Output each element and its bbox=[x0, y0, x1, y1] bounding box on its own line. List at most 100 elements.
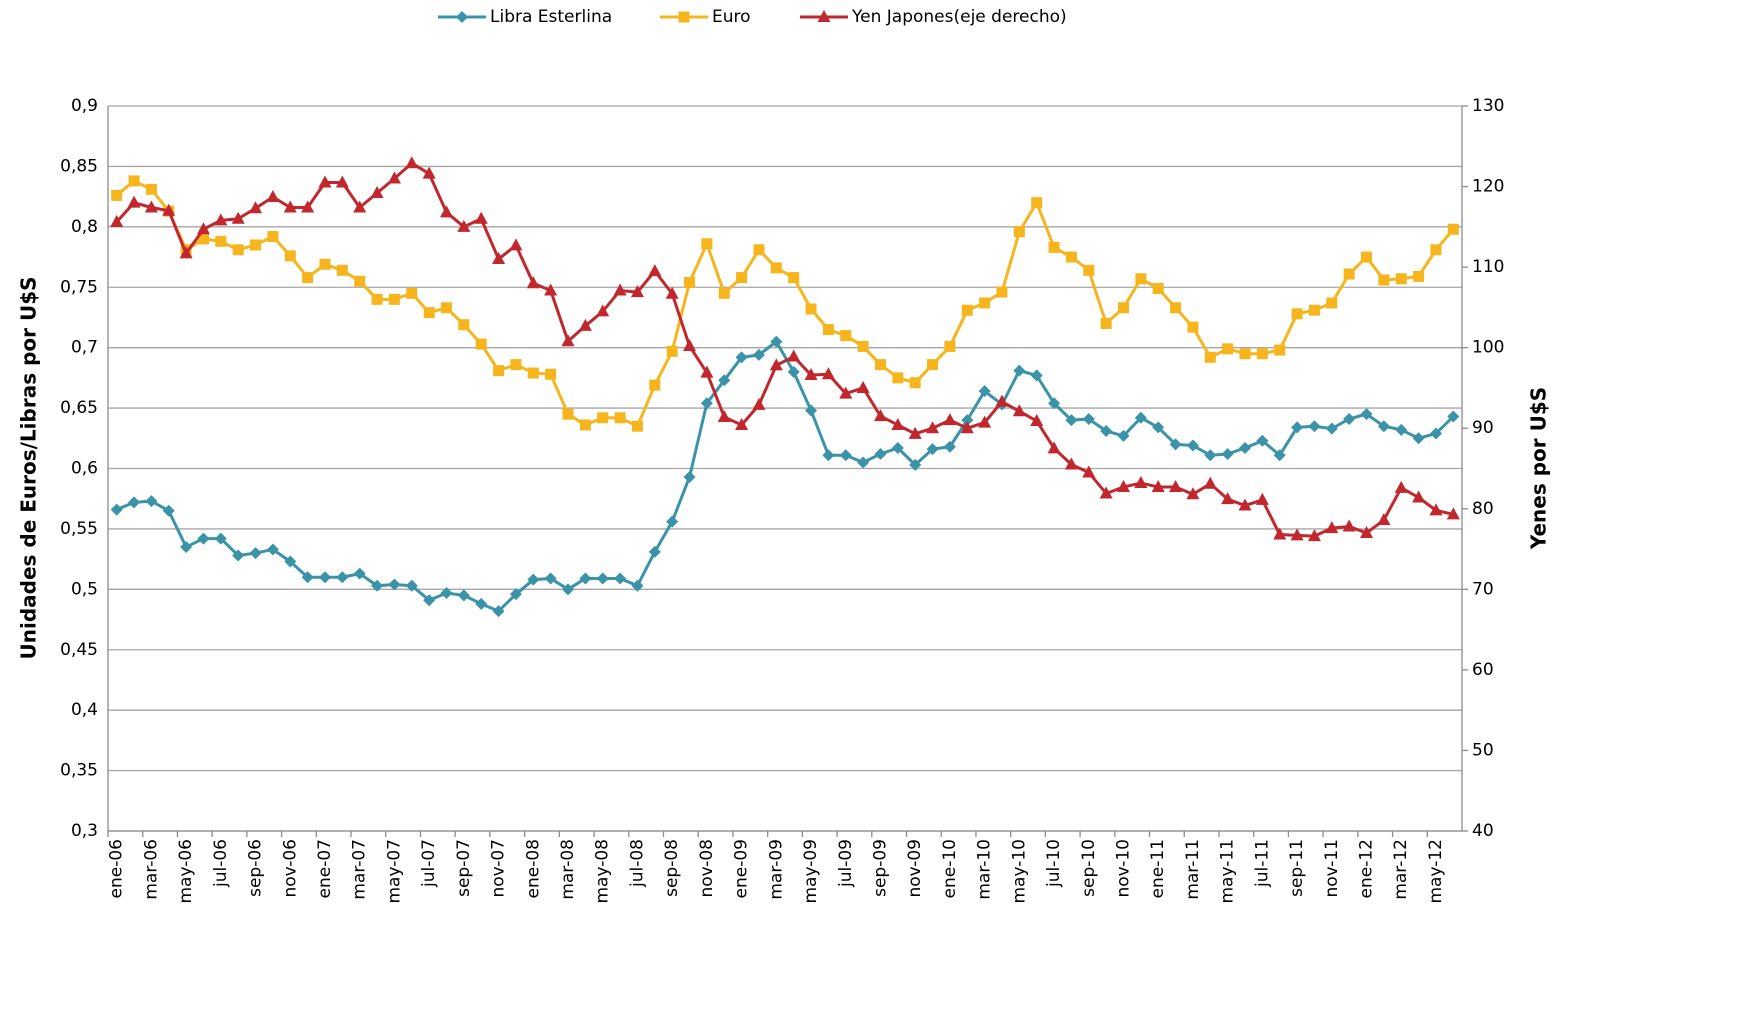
diamond-marker bbox=[943, 440, 956, 453]
square-marker bbox=[145, 183, 157, 195]
triangle-marker bbox=[440, 205, 453, 218]
diamond-marker bbox=[596, 572, 609, 585]
triangle-marker bbox=[735, 418, 749, 430]
square-marker bbox=[527, 367, 539, 379]
triangle-marker bbox=[1064, 457, 1078, 470]
diamond-marker bbox=[1429, 427, 1442, 440]
square-marker bbox=[678, 11, 690, 23]
triangle-marker bbox=[821, 367, 835, 380]
diamond-marker bbox=[284, 555, 297, 568]
x-tick-label: mar-10 bbox=[975, 839, 995, 900]
diamond-marker bbox=[232, 549, 245, 562]
square-marker bbox=[215, 235, 227, 247]
diamond-marker bbox=[839, 449, 852, 462]
square-marker bbox=[1291, 308, 1303, 320]
diamond-marker bbox=[301, 571, 314, 584]
y2-tick-label: 130 bbox=[1472, 96, 1504, 116]
diamond-marker bbox=[214, 532, 227, 545]
diamond-marker bbox=[666, 515, 679, 528]
diamond-marker bbox=[456, 11, 468, 23]
triangle-marker bbox=[509, 238, 523, 251]
triangle-marker bbox=[318, 175, 332, 188]
square-marker bbox=[1239, 348, 1251, 360]
square-marker bbox=[1447, 223, 1459, 235]
triangle-marker bbox=[526, 276, 540, 289]
x-tick-label: nov-06 bbox=[280, 839, 300, 898]
diamond-marker bbox=[492, 605, 505, 618]
y2-tick-label: 50 bbox=[1472, 740, 1494, 760]
triangle-marker bbox=[856, 380, 870, 393]
triangle-marker bbox=[1169, 480, 1183, 493]
square-marker bbox=[631, 420, 643, 432]
triangle-marker bbox=[908, 426, 922, 439]
diamond-marker bbox=[405, 579, 418, 592]
diamond-marker bbox=[1048, 397, 1061, 410]
square-marker bbox=[996, 286, 1008, 298]
diamond-marker bbox=[1030, 369, 1043, 382]
diamond-marker bbox=[805, 404, 818, 417]
square-marker bbox=[927, 359, 939, 371]
square-marker bbox=[1204, 351, 1216, 363]
square-marker bbox=[336, 264, 348, 276]
square-marker bbox=[1326, 297, 1338, 309]
x-tick-label: mar-09 bbox=[766, 839, 786, 900]
y2-axis-title: Yenes por U$S bbox=[1527, 387, 1551, 550]
triangle-marker bbox=[179, 246, 193, 259]
diamond-marker bbox=[1412, 432, 1425, 445]
x-tick-label: may-09 bbox=[801, 839, 821, 904]
square-marker bbox=[597, 412, 609, 424]
y-tick-label: 0,85 bbox=[60, 156, 98, 176]
square-marker bbox=[909, 377, 921, 389]
diamond-marker bbox=[388, 578, 401, 591]
square-marker bbox=[961, 304, 973, 316]
triangle-marker bbox=[266, 190, 280, 203]
x-tick-label: may-12 bbox=[1426, 839, 1446, 904]
x-tick-label: jul-09 bbox=[836, 839, 856, 888]
diamond-marker bbox=[926, 443, 939, 456]
diamond-marker bbox=[718, 374, 731, 387]
square-marker bbox=[510, 359, 522, 371]
y2-tick-label: 90 bbox=[1472, 418, 1494, 438]
square-marker bbox=[718, 287, 730, 299]
diamond-marker bbox=[1221, 448, 1234, 460]
square-marker bbox=[701, 238, 713, 250]
diamond-marker bbox=[614, 572, 627, 585]
square-marker bbox=[406, 287, 418, 299]
diamond-marker bbox=[891, 441, 904, 454]
diamond-marker bbox=[1395, 423, 1408, 436]
triangle-marker bbox=[162, 203, 176, 216]
y-tick-label: 0,8 bbox=[71, 217, 98, 237]
triangle-marker bbox=[544, 283, 558, 296]
triangle-marker bbox=[127, 195, 141, 208]
x-tick-label: ene-09 bbox=[732, 839, 752, 898]
triangle-marker bbox=[1221, 492, 1235, 505]
diamond-marker bbox=[371, 579, 384, 592]
square-marker bbox=[1343, 268, 1355, 280]
square-marker bbox=[232, 244, 244, 256]
diamond-marker bbox=[457, 589, 470, 602]
square-marker bbox=[736, 272, 748, 284]
diamond-marker bbox=[874, 448, 887, 460]
square-marker bbox=[197, 233, 209, 245]
triangle-marker bbox=[665, 286, 679, 299]
y-tick-label: 0,45 bbox=[60, 640, 98, 660]
triangle-marker bbox=[561, 334, 575, 347]
triangle-marker bbox=[249, 201, 263, 214]
x-tick-label: ene-06 bbox=[107, 839, 127, 898]
diamond-marker bbox=[1447, 410, 1460, 423]
diamond-marker bbox=[1360, 408, 1373, 421]
diamond-marker bbox=[197, 532, 210, 545]
x-tick-label: jul-10 bbox=[1044, 839, 1064, 888]
square-marker bbox=[892, 372, 904, 384]
square-marker bbox=[458, 319, 470, 331]
square-marker bbox=[1083, 264, 1095, 276]
triangle-marker bbox=[943, 413, 957, 426]
series-line bbox=[115, 161, 1454, 538]
x-tick-label: nov-11 bbox=[1322, 839, 1342, 898]
square-marker bbox=[840, 330, 852, 342]
square-marker bbox=[284, 250, 296, 262]
square-marker bbox=[1274, 344, 1286, 356]
square-marker bbox=[371, 293, 383, 305]
triangle-marker bbox=[700, 365, 714, 378]
y2-tick-label: 120 bbox=[1472, 177, 1504, 197]
